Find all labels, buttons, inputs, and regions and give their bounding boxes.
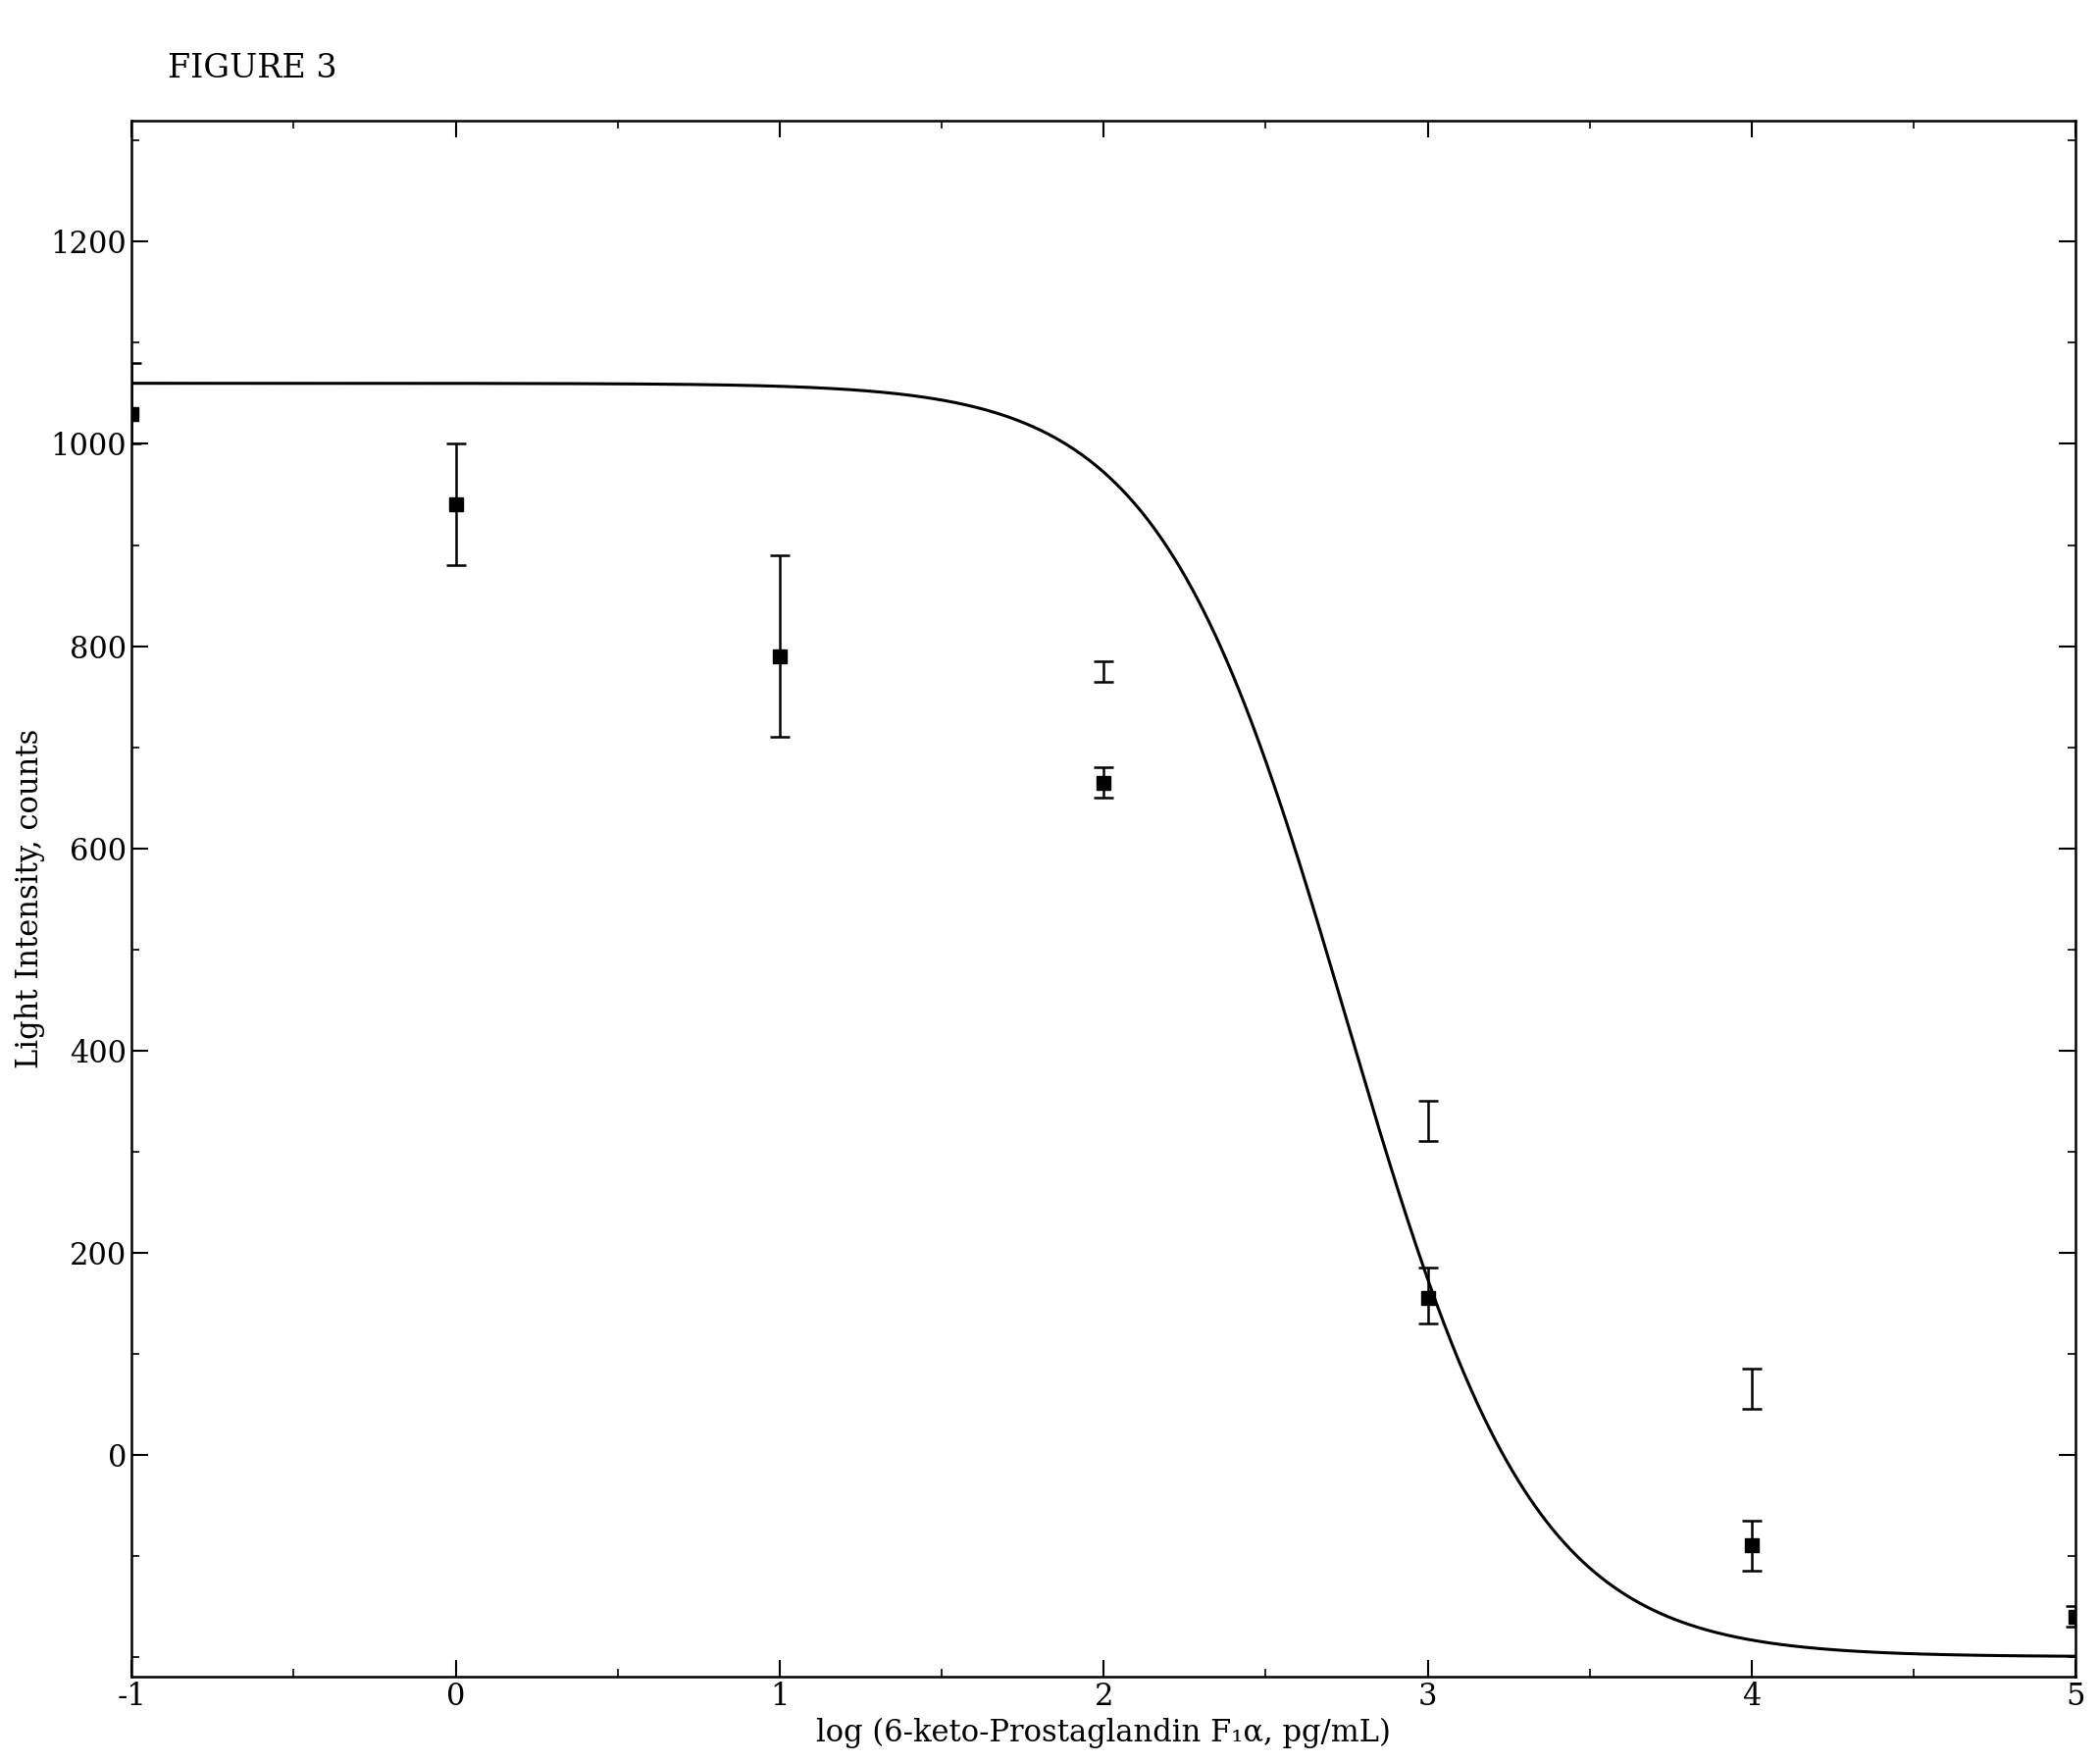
- X-axis label: log (6-keto-Prostaglandin F₁α, pg/mL): log (6-keto-Prostaglandin F₁α, pg/mL): [817, 1717, 1390, 1749]
- Y-axis label: Light Intensity, counts: Light Intensity, counts: [15, 728, 44, 1068]
- Text: FIGURE 3: FIGURE 3: [168, 53, 338, 85]
